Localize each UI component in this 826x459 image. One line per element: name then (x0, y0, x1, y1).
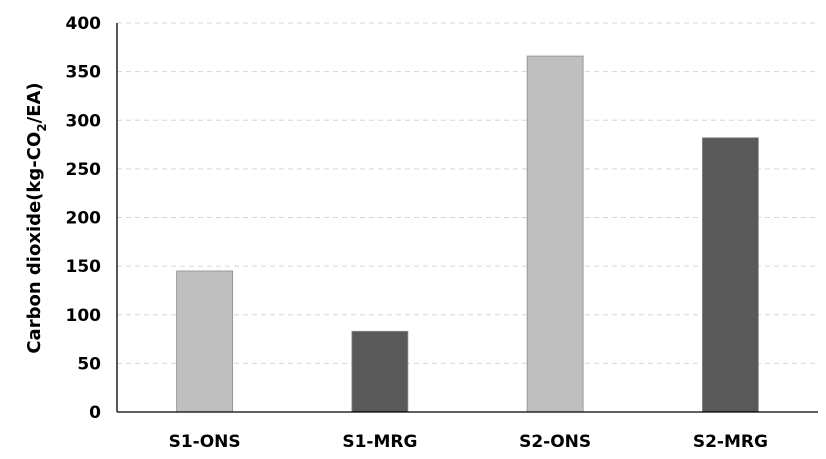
y-tick-label: 250 (66, 160, 102, 180)
y-tick-labels: 0 50 100 150 200 250 300 350 400 (66, 14, 102, 423)
y-axis-title-subscript: 2 (35, 123, 49, 131)
y-tick-label: 50 (77, 354, 101, 374)
y-tick-label: 300 (66, 111, 102, 131)
x-category-label: S1-MRG (342, 432, 417, 452)
y-axis-title-prefix: Carbon dioxide(kg-CO (24, 132, 45, 354)
bar-s1-ons (176, 270, 234, 413)
bar-s2-mrg (701, 137, 759, 413)
y-tick-label: 0 (89, 403, 101, 423)
bars (176, 55, 759, 413)
y-tick-label: 350 (66, 63, 102, 83)
y-tick-label: 400 (66, 14, 102, 34)
x-category-label: S2-MRG (693, 432, 768, 452)
x-category-labels: S1-ONS S1-MRG S2-ONS S2-MRG (169, 432, 768, 452)
x-category-label: S1-ONS (169, 432, 241, 452)
y-axis-title-suffix: /EA) (24, 82, 45, 123)
bar-s1-mrg (351, 330, 409, 413)
x-category-label: S2-ONS (519, 432, 591, 452)
bar-s2-ons (526, 55, 584, 413)
y-axis-title: Carbon dioxide(kg-CO2/EA) (24, 82, 49, 353)
y-tick-label: 100 (66, 306, 102, 326)
y-tick-label: 150 (66, 257, 102, 277)
axes (116, 23, 818, 413)
y-tick-label: 200 (66, 209, 102, 229)
